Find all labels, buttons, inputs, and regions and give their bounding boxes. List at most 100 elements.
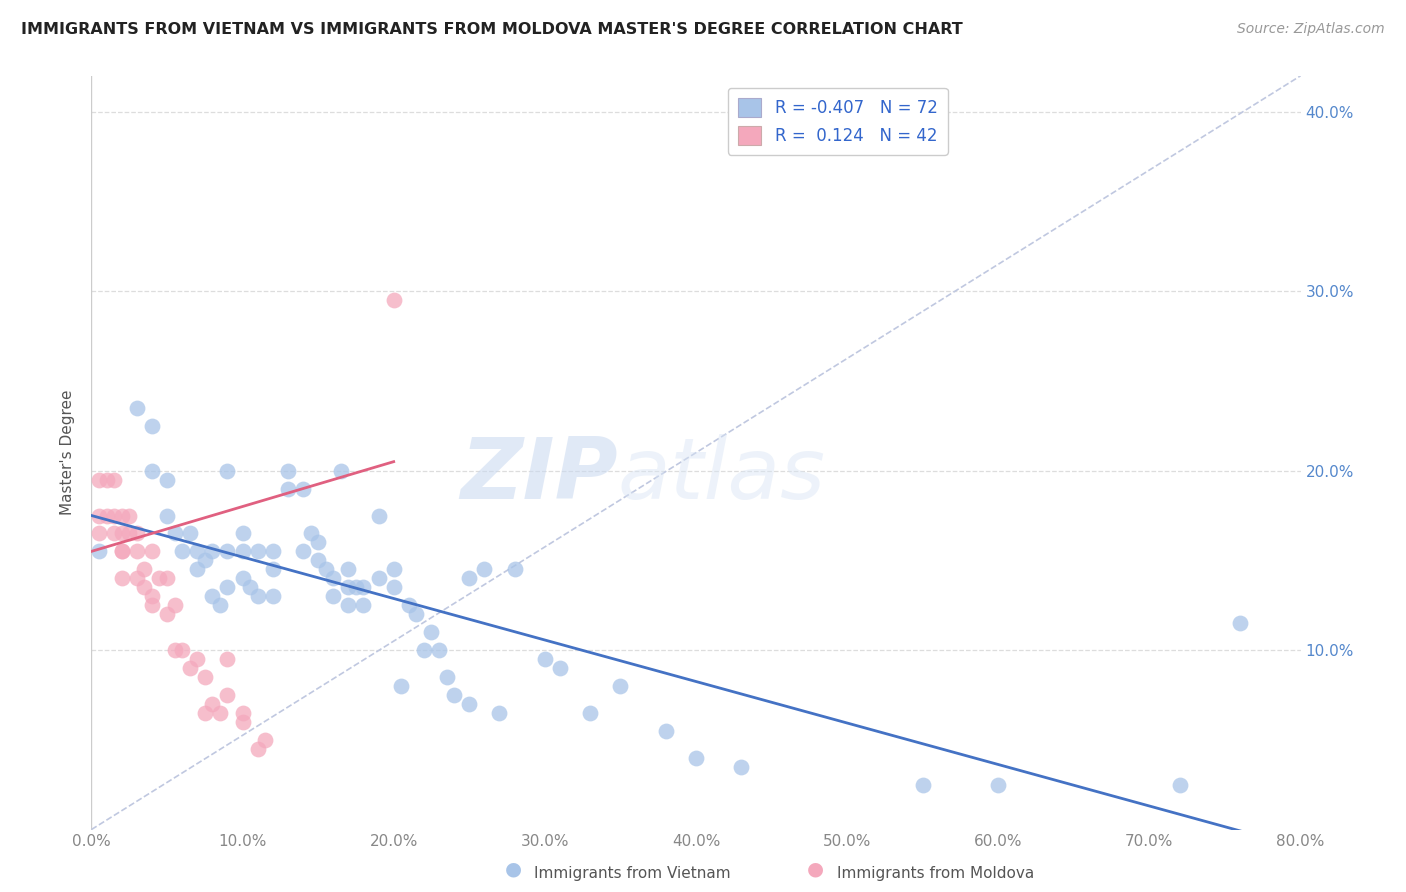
Point xyxy=(352,599,374,613)
Y-axis label: Master's Degree: Master's Degree xyxy=(60,390,76,516)
Point xyxy=(231,544,253,558)
Point xyxy=(156,473,179,487)
Point xyxy=(239,580,262,594)
Point xyxy=(156,607,179,622)
Point xyxy=(217,580,239,594)
Point xyxy=(172,544,194,558)
Point xyxy=(987,778,1010,792)
Point xyxy=(533,652,555,666)
Text: Source: ZipAtlas.com: Source: ZipAtlas.com xyxy=(1237,22,1385,37)
Point xyxy=(685,751,707,765)
Point xyxy=(87,526,110,541)
Point xyxy=(548,661,571,675)
Point xyxy=(172,643,194,657)
Point xyxy=(315,562,337,576)
Point xyxy=(111,508,132,523)
Point xyxy=(329,464,352,478)
Point xyxy=(87,508,110,523)
Point xyxy=(246,544,269,558)
Point xyxy=(111,571,132,585)
Point xyxy=(367,508,389,523)
Point xyxy=(231,571,253,585)
Point xyxy=(609,679,631,693)
Point xyxy=(254,732,277,747)
Point xyxy=(186,544,208,558)
Point xyxy=(208,706,231,720)
Point xyxy=(246,741,269,756)
Point xyxy=(398,599,420,613)
Point xyxy=(186,562,208,576)
Text: ●: ● xyxy=(807,860,824,879)
Point xyxy=(246,589,269,603)
Point xyxy=(201,697,224,711)
Point xyxy=(337,562,360,576)
Legend: R = -0.407   N = 72, R =  0.124   N = 42: R = -0.407 N = 72, R = 0.124 N = 42 xyxy=(728,88,948,154)
Point xyxy=(322,571,344,585)
Point xyxy=(156,508,179,523)
Point xyxy=(125,526,148,541)
Point xyxy=(436,670,458,684)
Point xyxy=(307,553,329,567)
Point xyxy=(217,688,239,702)
Point xyxy=(389,679,412,693)
Point xyxy=(118,508,141,523)
Point xyxy=(111,526,132,541)
Point xyxy=(382,562,405,576)
Point xyxy=(96,473,118,487)
Point xyxy=(299,526,322,541)
Point xyxy=(654,723,676,738)
Point xyxy=(337,580,360,594)
Point xyxy=(382,580,405,594)
Point xyxy=(186,652,208,666)
Point xyxy=(911,778,934,792)
Text: atlas: atlas xyxy=(617,434,825,516)
Point xyxy=(231,706,253,720)
Point xyxy=(141,418,163,433)
Point xyxy=(201,589,224,603)
Point xyxy=(262,589,284,603)
Point xyxy=(111,544,132,558)
Point xyxy=(231,714,253,729)
Point xyxy=(111,544,132,558)
Point xyxy=(163,599,186,613)
Point xyxy=(125,571,148,585)
Point xyxy=(134,580,156,594)
Point xyxy=(194,706,217,720)
Point xyxy=(134,562,156,576)
Point xyxy=(201,544,224,558)
Point xyxy=(443,688,465,702)
Point xyxy=(307,535,329,549)
Point xyxy=(148,571,170,585)
Point xyxy=(458,571,481,585)
Point xyxy=(292,544,315,558)
Point xyxy=(322,589,344,603)
Text: Immigrants from Vietnam: Immigrants from Vietnam xyxy=(534,866,731,881)
Point xyxy=(103,526,125,541)
Text: IMMIGRANTS FROM VIETNAM VS IMMIGRANTS FROM MOLDOVA MASTER'S DEGREE CORRELATION C: IMMIGRANTS FROM VIETNAM VS IMMIGRANTS FR… xyxy=(21,22,963,37)
Point xyxy=(163,526,186,541)
Point xyxy=(413,643,436,657)
Text: Immigrants from Moldova: Immigrants from Moldova xyxy=(837,866,1033,881)
Point xyxy=(488,706,510,720)
Point xyxy=(472,562,495,576)
Point xyxy=(579,706,602,720)
Text: ZIP: ZIP xyxy=(460,434,617,516)
Point xyxy=(405,607,427,622)
Point xyxy=(87,544,110,558)
Point xyxy=(179,526,201,541)
Point xyxy=(277,482,299,496)
Point xyxy=(427,643,450,657)
Point xyxy=(262,562,284,576)
Point xyxy=(87,473,110,487)
Point xyxy=(367,571,389,585)
Point xyxy=(118,526,141,541)
Point xyxy=(163,643,186,657)
Point xyxy=(503,562,526,576)
Point xyxy=(141,589,163,603)
Point xyxy=(277,464,299,478)
Point xyxy=(141,464,163,478)
Point xyxy=(103,508,125,523)
Point xyxy=(344,580,367,594)
Point xyxy=(141,544,163,558)
Point xyxy=(217,544,239,558)
